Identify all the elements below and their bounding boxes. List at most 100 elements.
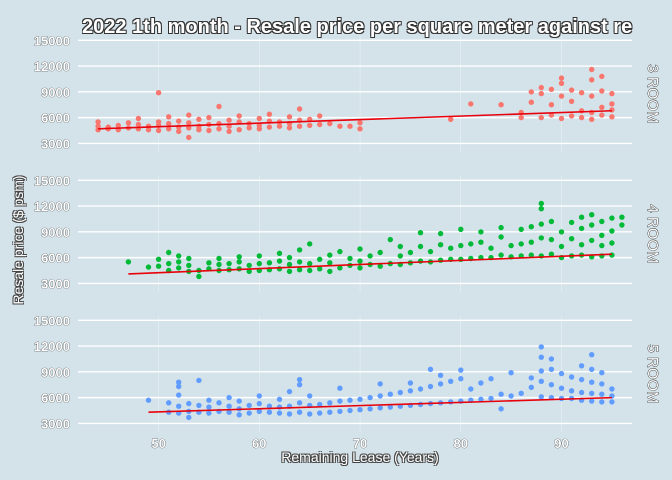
data-point (568, 374, 575, 380)
data-point (216, 261, 222, 268)
data-point (568, 87, 575, 93)
data-point (599, 242, 605, 249)
data-point (347, 407, 353, 414)
data-point (448, 378, 454, 384)
data-point (599, 104, 605, 111)
data-point (226, 403, 232, 409)
data-point (166, 260, 172, 267)
data-point (609, 90, 615, 97)
data-point (578, 108, 585, 114)
facet-strip-label: 3 ROOM (644, 64, 661, 123)
data-point (196, 273, 202, 280)
data-point (589, 237, 595, 244)
data-point (256, 400, 262, 407)
data-point (599, 370, 605, 376)
data-point (508, 370, 514, 376)
data-point (548, 382, 555, 388)
data-point (135, 115, 142, 122)
data-point (307, 267, 313, 274)
data-point (327, 120, 333, 127)
data-point (589, 93, 595, 99)
facet-panel: 3000 6000 9000 12000 15000 4 ROOM (34, 173, 661, 292)
data-point (307, 411, 313, 417)
data-point (246, 410, 252, 416)
data-point (337, 398, 343, 404)
data-point (186, 134, 192, 141)
data-point (619, 222, 625, 228)
data-point (397, 389, 403, 396)
data-point (176, 259, 182, 265)
data-point (548, 366, 555, 372)
data-point (548, 102, 555, 108)
data-point (276, 250, 283, 256)
data-point (155, 263, 162, 269)
x-tick-label: 60 (252, 436, 266, 451)
data-point (256, 122, 262, 129)
data-point (578, 363, 585, 369)
data-point (226, 394, 232, 401)
data-point (266, 111, 273, 117)
data-point (538, 235, 544, 241)
data-point (196, 377, 202, 384)
data-point (558, 93, 565, 99)
data-point (296, 247, 303, 253)
data-point (145, 264, 152, 270)
data-point (589, 116, 595, 123)
data-point (427, 383, 434, 390)
data-point (226, 260, 232, 267)
data-point (196, 123, 202, 129)
data-point (327, 252, 333, 258)
data-point (357, 120, 363, 126)
data-point (155, 256, 162, 262)
data-point (377, 263, 383, 269)
data-point (609, 107, 615, 113)
data-point (488, 395, 494, 402)
data-point (216, 400, 222, 406)
data-point (609, 399, 615, 405)
data-point (317, 121, 323, 128)
data-point (206, 127, 212, 134)
data-point (276, 396, 283, 402)
trend-line (148, 396, 612, 414)
data-point (538, 354, 544, 360)
data-point (317, 401, 323, 408)
data-point (317, 113, 323, 119)
data-point (589, 66, 595, 73)
data-point (337, 385, 343, 391)
data-point (377, 405, 383, 411)
data-point (337, 265, 343, 271)
data-point (206, 410, 212, 416)
data-point (367, 394, 373, 401)
data-point (176, 403, 182, 409)
facet-strip-label: 4 ROOM (644, 204, 661, 263)
data-point (206, 404, 212, 410)
data-point (286, 254, 293, 261)
data-point (337, 248, 343, 255)
data-point (478, 229, 484, 235)
data-point (296, 123, 303, 129)
data-point (568, 113, 575, 119)
data-point (166, 126, 172, 132)
data-point (609, 101, 615, 107)
data-point (296, 376, 303, 383)
data-point (528, 89, 534, 95)
data-point (568, 388, 575, 394)
data-point (609, 114, 615, 120)
data-point (176, 128, 182, 135)
data-point (599, 391, 605, 397)
x-tick-label: 80 (454, 436, 468, 451)
data-point (609, 228, 615, 234)
data-point (599, 112, 605, 118)
data-point (609, 386, 615, 392)
chart-title: 2022 1th month - Resale price per square… (82, 16, 633, 38)
data-point (286, 114, 293, 120)
x-tick-label: 90 (554, 436, 568, 451)
data-point (417, 258, 424, 264)
data-point (296, 267, 303, 273)
data-point (599, 73, 605, 80)
data-point (337, 123, 343, 129)
data-point (478, 380, 484, 386)
data-point (528, 239, 534, 245)
y-tick-label: 6000 (41, 391, 70, 406)
data-point (609, 215, 615, 221)
